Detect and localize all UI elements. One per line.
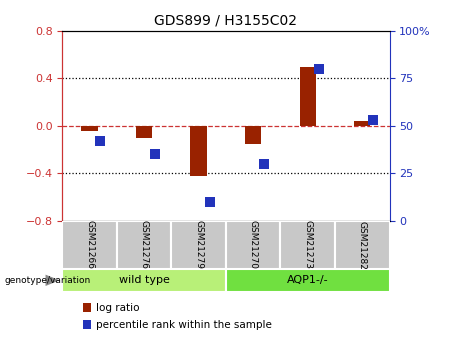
Text: GSM21270: GSM21270 <box>248 220 258 269</box>
Text: genotype/variation: genotype/variation <box>5 276 91 285</box>
Point <box>260 161 268 167</box>
Bar <box>117 221 171 269</box>
Bar <box>280 221 335 269</box>
Bar <box>335 221 390 269</box>
Title: GDS899 / H3155C02: GDS899 / H3155C02 <box>154 13 297 27</box>
Bar <box>171 221 226 269</box>
Point <box>97 138 104 144</box>
Bar <box>245 126 261 144</box>
Point <box>151 152 159 157</box>
Bar <box>354 121 371 126</box>
Text: GSM21266: GSM21266 <box>85 220 94 269</box>
Bar <box>190 126 207 176</box>
Bar <box>300 67 316 126</box>
Text: log ratio: log ratio <box>96 303 139 313</box>
Bar <box>81 126 98 131</box>
Bar <box>62 269 226 292</box>
Bar <box>136 126 152 138</box>
Bar <box>83 320 91 329</box>
Text: GSM21279: GSM21279 <box>194 220 203 269</box>
Text: GSM21273: GSM21273 <box>303 220 312 269</box>
Bar <box>226 221 280 269</box>
Bar <box>62 221 117 269</box>
Text: percentile rank within the sample: percentile rank within the sample <box>96 320 272 330</box>
Point <box>369 117 377 123</box>
Bar <box>226 269 390 292</box>
Point <box>315 66 322 72</box>
Point <box>206 199 213 205</box>
Text: AQP1-/-: AQP1-/- <box>287 275 329 285</box>
Text: GSM21282: GSM21282 <box>358 220 367 269</box>
Polygon shape <box>46 275 59 286</box>
Text: GSM21276: GSM21276 <box>140 220 148 269</box>
Text: wild type: wild type <box>118 275 170 285</box>
Bar <box>83 303 91 312</box>
